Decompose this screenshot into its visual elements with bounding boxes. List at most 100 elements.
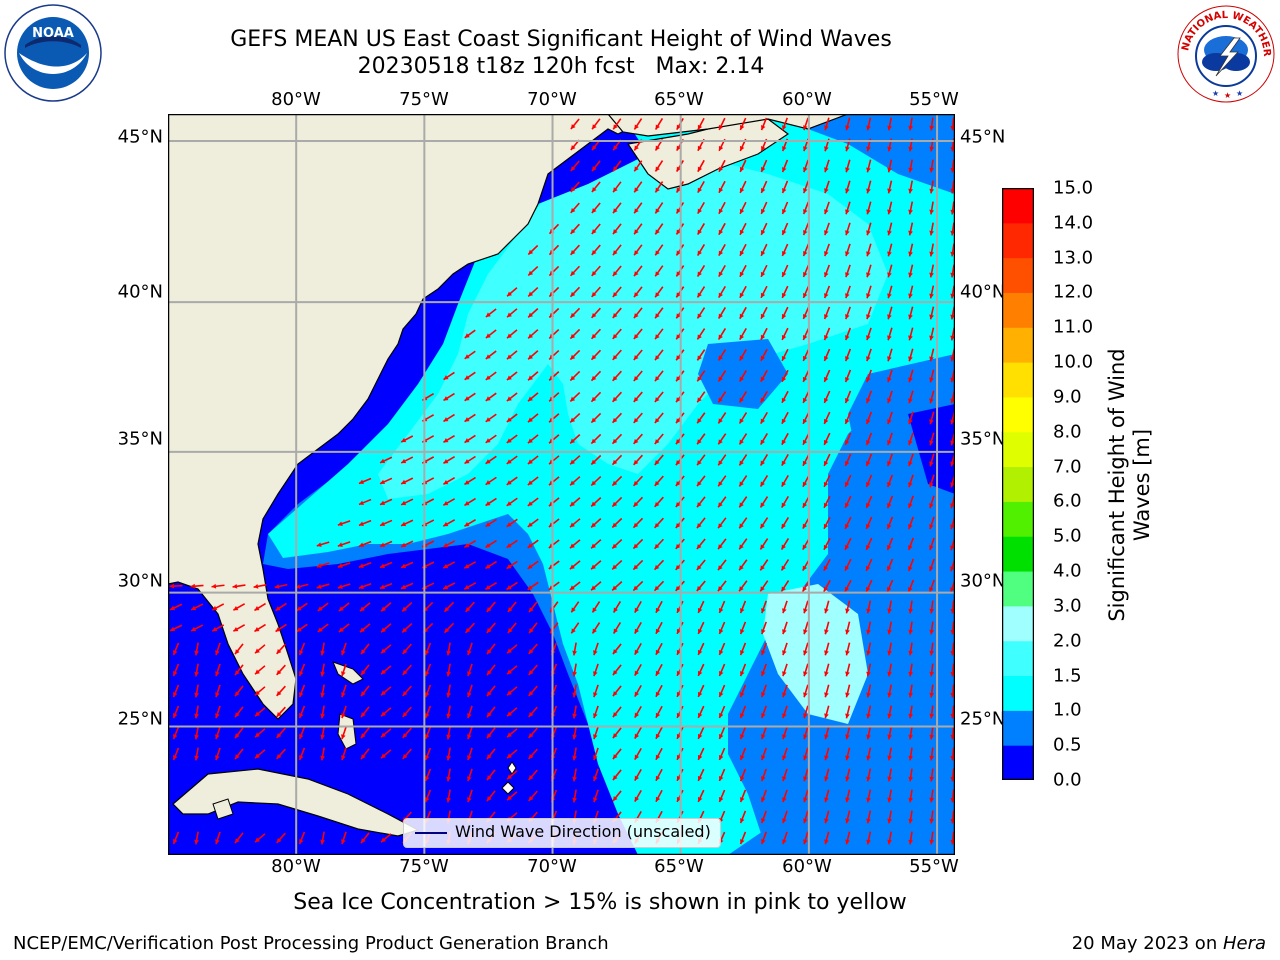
wave-direction-arrow [424, 642, 432, 656]
wave-direction-arrow [467, 663, 473, 677]
wave-direction-arrow [907, 537, 915, 551]
wave-direction-arrow [761, 600, 767, 614]
wave-direction-arrow [760, 327, 768, 341]
wave-direction-arrow [254, 602, 266, 612]
wave-direction-arrow [633, 412, 643, 424]
wave-direction-arrow [908, 495, 914, 509]
lat-label-right: 35°N [960, 428, 1006, 450]
wave-direction-arrow [612, 370, 622, 382]
wave-direction-arrow [803, 642, 809, 656]
wave-direction-arrow [611, 475, 623, 487]
wave-direction-arrow [718, 705, 726, 719]
wave-direction-arrow [908, 180, 914, 194]
wave-direction-arrow [527, 413, 539, 423]
wave-direction-arrow [194, 705, 199, 719]
wave-direction-arrow [211, 583, 225, 589]
wave-direction-arrow [359, 623, 371, 633]
wave-direction-arrow [824, 705, 830, 719]
wave-direction-arrow [739, 663, 747, 677]
wave-direction-arrow [442, 519, 456, 527]
wave-direction-arrow [908, 243, 914, 257]
wave-direction-arrow [632, 475, 644, 487]
wave-direction-arrow [215, 831, 221, 845]
wave-direction-arrow [591, 307, 601, 319]
noaa-logo-text: NOAA [32, 26, 74, 41]
wave-direction-arrow [380, 644, 392, 654]
wave-direction-arrow [276, 643, 286, 655]
wave-direction-arrow [717, 412, 727, 424]
colorbar-tick-label: 9.0 [1053, 386, 1082, 408]
wave-direction-arrow [761, 684, 767, 698]
wave-direction-arrow [844, 558, 852, 572]
wave-direction-arrow [379, 561, 393, 569]
wave-direction-arrow [760, 264, 768, 278]
wave-direction-arrow [572, 789, 577, 803]
wave-direction-arrow [400, 477, 414, 485]
wave-direction-arrow [654, 244, 664, 256]
wave-direction-arrow [442, 561, 456, 569]
wave-direction-arrow [739, 768, 747, 782]
wave-direction-arrow [824, 621, 830, 635]
wave-direction-arrow [697, 768, 705, 782]
wave-direction-arrow [612, 685, 622, 697]
wave-direction-arrow [569, 455, 581, 465]
wave-direction-arrow [887, 180, 893, 194]
wave-direction-arrow [739, 243, 747, 257]
wave-direction-arrow [654, 370, 664, 382]
wave-direction-arrow [759, 580, 769, 592]
wave-direction-arrow [761, 642, 767, 656]
wave-direction-arrow [485, 455, 497, 465]
wave-direction-arrow [527, 265, 539, 277]
colorbar-tick-label: 2.0 [1053, 630, 1082, 652]
wave-direction-arrow [760, 180, 768, 194]
wave-direction-arrow [845, 684, 851, 698]
wave-direction-arrow [632, 496, 644, 508]
wave-direction-arrow [760, 201, 768, 215]
wave-direction-arrow [866, 201, 872, 215]
wave-direction-arrow [194, 663, 199, 677]
wave-direction-arrow [358, 498, 372, 506]
wave-direction-arrow [718, 747, 726, 761]
wave-direction-arrow [446, 789, 451, 803]
wave-direction-arrow [590, 370, 602, 382]
wave-direction-arrow [442, 540, 456, 548]
wave-direction-arrow [506, 665, 518, 675]
wave-direction-arrow [844, 369, 852, 383]
wave-direction-arrow [739, 306, 747, 320]
wave-direction-arrow [443, 622, 455, 634]
wave-direction-arrow [781, 495, 789, 509]
wave-direction-arrow [781, 180, 789, 194]
legend-label: Wind Wave Direction (unscaled) [455, 822, 711, 841]
wave-direction-arrow [845, 222, 851, 236]
wave-direction-arrow [612, 244, 622, 256]
wave-direction-arrow [887, 831, 892, 845]
wave-direction-arrow [803, 705, 809, 719]
wave-direction-arrow [824, 768, 830, 782]
wave-direction-arrow [845, 642, 851, 656]
wave-direction-arrow [254, 686, 266, 696]
wave-direction-arrow [929, 432, 935, 446]
wave-direction-arrow [612, 727, 622, 739]
wave-direction-arrow [908, 474, 914, 488]
wave-direction-arrow [634, 684, 642, 698]
wave-direction-arrow [929, 705, 935, 719]
wave-direction-arrow [341, 831, 347, 845]
wave-direction-arrow [590, 475, 602, 487]
wave-direction-arrow [845, 243, 851, 257]
wave-direction-arrow [320, 747, 325, 761]
wave-direction-arrow [400, 519, 414, 527]
wave-direction-arrow [275, 623, 287, 633]
wave-direction-arrow [634, 600, 642, 614]
colorbar-swatch [1002, 431, 1034, 468]
wave-direction-arrow [194, 831, 199, 845]
wave-direction-arrow [717, 496, 727, 508]
wave-direction-arrow [507, 601, 517, 613]
wave-direction-arrow [612, 643, 622, 655]
wave-direction-arrow [718, 264, 726, 278]
wave-direction-arrow [739, 705, 747, 719]
wave-direction-arrow [697, 642, 705, 656]
wave-direction-arrow [612, 601, 622, 613]
colorbar-tick-label: 7.0 [1053, 456, 1082, 478]
wave-direction-arrow [761, 621, 767, 635]
wave-direction-arrow [887, 117, 893, 131]
